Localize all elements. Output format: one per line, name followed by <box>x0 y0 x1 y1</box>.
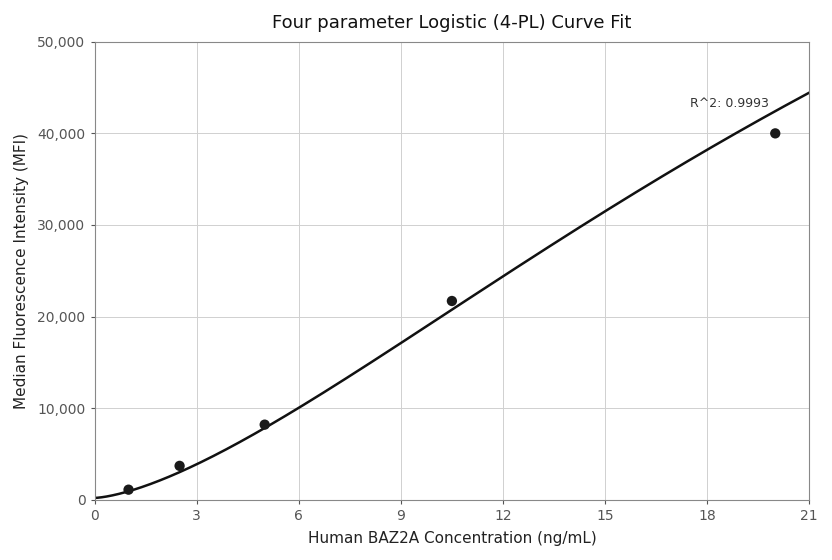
Point <box>173 461 186 470</box>
Point <box>258 420 271 429</box>
Point <box>121 485 135 494</box>
X-axis label: Human BAZ2A Concentration (ng/mL): Human BAZ2A Concentration (ng/mL) <box>308 531 597 546</box>
Title: Four parameter Logistic (4-PL) Curve Fit: Four parameter Logistic (4-PL) Curve Fit <box>272 14 631 32</box>
Y-axis label: Median Fluorescence Intensity (MFI): Median Fluorescence Intensity (MFI) <box>14 133 29 409</box>
Point <box>445 296 458 305</box>
Point <box>769 129 782 138</box>
Text: R^2: 0.9993: R^2: 0.9993 <box>690 97 769 110</box>
